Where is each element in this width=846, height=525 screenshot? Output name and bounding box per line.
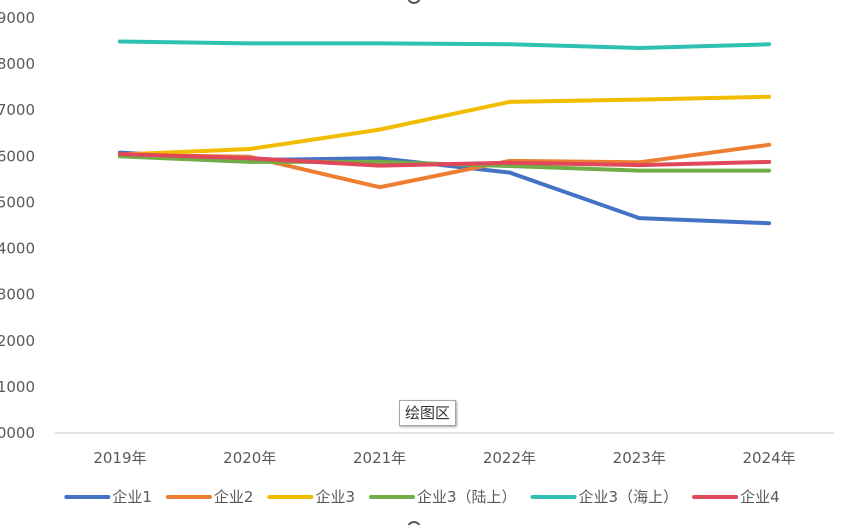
legend-label: 企业3（海上） (579, 488, 679, 506)
legend-label: 企业4 (740, 488, 780, 506)
legend-item[interactable]: 企业4 (692, 488, 780, 506)
y-tick-label: 3000 (0, 286, 35, 304)
series-line[interactable] (117, 94, 772, 157)
x-axis-tick-labels: 2019年 2020年 2021年 2022年 2023年 2024年 (93, 449, 795, 467)
series-lines (117, 39, 772, 226)
x-tick-label: 2024年 (742, 449, 795, 467)
x-tick-label: 2020年 (223, 449, 276, 467)
y-tick-label: 1000 (0, 378, 35, 396)
plot-area-tooltip: 绘图区 (399, 400, 457, 426)
legend-label: 企业1 (112, 488, 152, 506)
legend-label: 企业3（陆上） (417, 488, 517, 506)
x-tick-label: 2019年 (93, 449, 146, 467)
legend-label: 企业2 (214, 488, 254, 506)
legend-item[interactable]: 企业1 (64, 488, 152, 506)
y-tick-label: 5000 (0, 193, 35, 211)
y-tick-label: 2000 (0, 332, 35, 350)
y-tick-label: 6000 (0, 147, 35, 165)
y-tick-label: 7000 (0, 101, 35, 119)
legend-item[interactable]: 企业2 (165, 488, 254, 506)
y-tick-label: 8000 (0, 55, 35, 73)
y-axis-tick-labels: 0000 1000 2000 3000 4000 5000 6000 7000 8000 9000 (0, 9, 35, 442)
x-tick-label: 2021年 (353, 449, 406, 467)
x-tick-label: 2023年 (613, 449, 666, 467)
series-line[interactable] (117, 152, 772, 168)
selection-handle-bottom[interactable] (407, 521, 421, 525)
series-line[interactable] (117, 39, 772, 50)
legend-item[interactable]: 企业3（海上） (530, 488, 679, 506)
x-tick-label: 2022年 (483, 449, 536, 467)
legend-label: 企业3 (315, 488, 355, 506)
y-tick-label: 9000 (0, 9, 35, 27)
legend[interactable]: 企业1 企业2 企业3 企业3（陆上） 企业3（海上） 企业4 (64, 488, 780, 506)
y-tick-label: 0000 (0, 424, 35, 442)
legend-item[interactable]: 企业3（陆上） (369, 488, 517, 506)
legend-item[interactable]: 企业3 (267, 488, 355, 506)
selection-handle-top[interactable] (407, 0, 421, 4)
y-tick-label: 4000 (0, 240, 35, 258)
